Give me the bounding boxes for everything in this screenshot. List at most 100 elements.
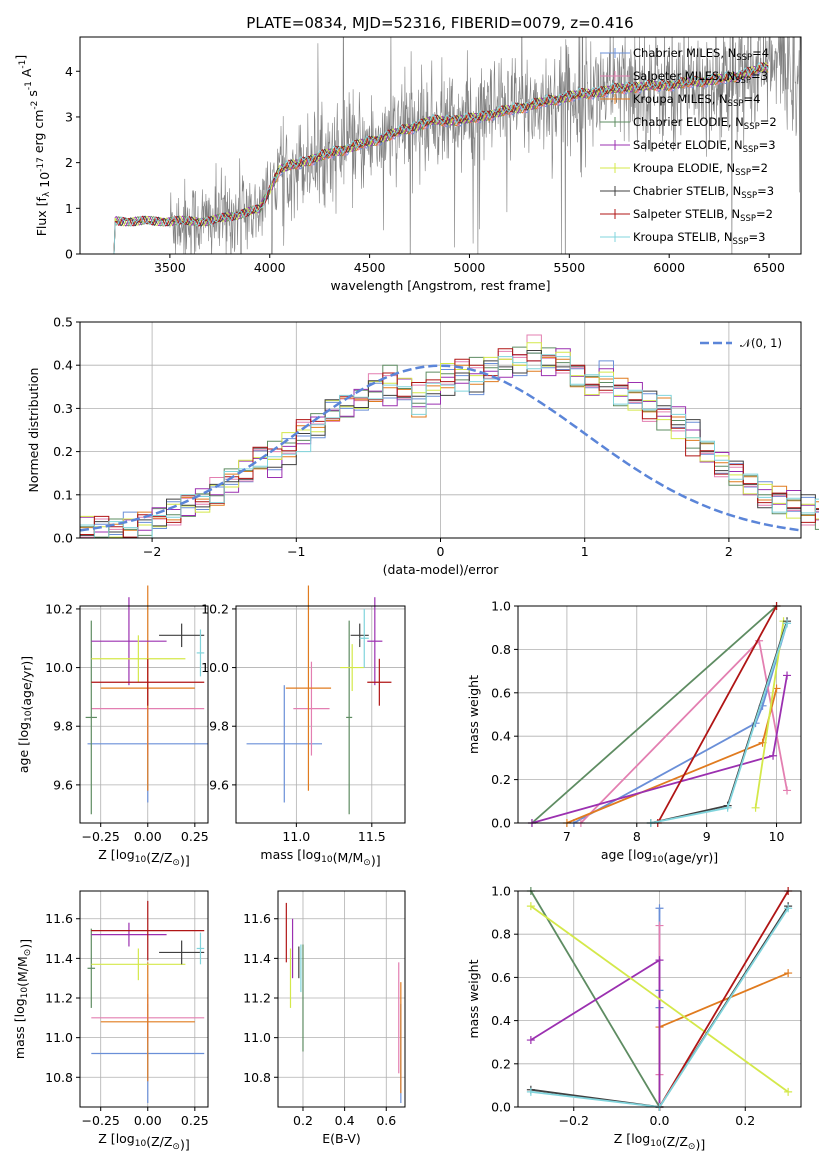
mass-weight-point bbox=[783, 619, 792, 628]
age-vs-Z-ytick-label: 10.2 bbox=[45, 601, 73, 616]
mass-vs-ebv-frame bbox=[277, 890, 406, 1108]
residuals-ytick-label: 0.4 bbox=[53, 358, 73, 373]
mass-vs-ebv-ytick-label: 10.8 bbox=[243, 1070, 271, 1085]
spectrum-data-line bbox=[169, 37, 801, 254]
legend-entry: Chabrier MILES, NSSP=4 bbox=[633, 46, 769, 63]
mass-weight-point bbox=[655, 921, 664, 930]
spectrum-xtick-label: 3500 bbox=[154, 260, 186, 275]
panels: 3500 4000 4500 5000 5500 6000 6500 0 1 2 3 4 wavelen… bbox=[12, 36, 819, 1152]
mass-weight-point bbox=[526, 902, 535, 911]
legend-entry: Salpeter ELODIE, NSSP=3 bbox=[633, 138, 776, 155]
mass-weight-line bbox=[658, 890, 789, 1108]
mass-weight-vs-Z-ytick-label: 0.4 bbox=[491, 1013, 511, 1028]
mass-weight-vs-Z-ytick-label: 1.0 bbox=[491, 884, 511, 899]
residuals-xtick-label: −2 bbox=[143, 544, 161, 559]
mass-vs-ebv-ytick-label: 11.2 bbox=[243, 991, 271, 1006]
age-vs-mass-xtick-label: 11.0 bbox=[282, 829, 310, 844]
residuals-axes: −2 −1 0 1 2 0.0 0.1 0.2 0.3 0.4 0.5 bbox=[53, 315, 801, 559]
mass-vs-Z-xtick-label: −0.25 bbox=[82, 1113, 120, 1128]
spectrum-xtick-label: 6000 bbox=[653, 260, 685, 275]
mass-vs-ebv-xtick-label: 0.2 bbox=[293, 1113, 313, 1128]
residuals-ytick-label: 0.5 bbox=[53, 315, 73, 330]
mass-vs-Z-xtick-label: 0.25 bbox=[181, 1113, 209, 1128]
age-vs-Z-axes: −0.25 0.00 0.25 9.6 9.8 10.0 10.2 bbox=[45, 601, 209, 844]
age-vs-mass-frame bbox=[235, 605, 406, 824]
residual-histogram bbox=[79, 342, 819, 538]
mass-weight-vs-age-ytick-label: 0.6 bbox=[491, 685, 511, 700]
age-vs-Z-ytick-label: 10.0 bbox=[45, 660, 73, 675]
mass-vs-ebv-ytick-label: 11.4 bbox=[243, 951, 271, 966]
mass-weight-vs-age-ytick-label: 0.2 bbox=[491, 772, 511, 787]
mass-weight-line bbox=[580, 638, 788, 824]
mass-weight-line bbox=[650, 620, 788, 824]
spectrum-ytick-label: 2 bbox=[65, 155, 73, 170]
mass-vs-Z-ytick-label: 11.2 bbox=[45, 991, 73, 1006]
mass-weight-line bbox=[530, 905, 789, 1093]
residuals-xlabel: (data-model)/error bbox=[383, 562, 500, 577]
residuals-frame bbox=[79, 321, 802, 539]
mass-vs-ebv-xlabel: E(B-V) bbox=[322, 1131, 361, 1146]
legend-entry: Chabrier STELIB, NSSP=3 bbox=[633, 184, 774, 201]
mass-weight-line bbox=[650, 623, 788, 824]
age-vs-Z-xtick-label: 0.00 bbox=[134, 829, 162, 844]
mass-weight-vs-age-xtick-label: 9 bbox=[703, 829, 711, 844]
mass-weight-line bbox=[754, 621, 785, 808]
mass-weight-vs-age-ytick-label: 0.4 bbox=[491, 729, 511, 744]
age-vs-mass-ytick-label: 10.0 bbox=[201, 660, 229, 675]
mass-weight-point bbox=[751, 803, 760, 812]
mass-vs-ebv-ytick-label: 11.0 bbox=[243, 1030, 271, 1045]
mass-weight-line bbox=[531, 605, 778, 824]
mass-weight-vs-age-xtick-label: 7 bbox=[563, 829, 571, 844]
spectrum-model-line bbox=[113, 62, 769, 254]
residuals-xtick-label: 2 bbox=[725, 544, 733, 559]
residuals-ytick-label: 0.3 bbox=[53, 401, 73, 416]
mass-vs-Z-ytick-label: 11.4 bbox=[45, 951, 73, 966]
mass-weight-point bbox=[783, 786, 792, 795]
spectrum-xtick-label: 6500 bbox=[753, 260, 785, 275]
mass-weight-point bbox=[784, 1087, 793, 1096]
mass-weight-vs-Z-ytick-label: 0.8 bbox=[491, 927, 511, 942]
residuals-ylabel: Normed distribution bbox=[26, 368, 41, 493]
mass-weight-line bbox=[658, 972, 789, 1107]
age-vs-mass-ytick-label: 9.6 bbox=[209, 777, 229, 792]
legend-entry: Kroupa MILES, NSSP=4 bbox=[633, 92, 760, 109]
mass-weight-point bbox=[784, 969, 793, 978]
age-vs-Z-plot bbox=[85, 585, 208, 815]
age-vs-Z-ytick-label: 9.8 bbox=[53, 719, 73, 734]
age-vs-Z-ytick-label: 9.6 bbox=[53, 777, 73, 792]
age-vs-Z-xtick-label: −0.25 bbox=[82, 829, 120, 844]
mass-weight-vs-Z-xtick-label: 0.0 bbox=[650, 1113, 670, 1128]
spectrum-ylabel: Flux [fλ 10-17 erg cm-2 s-1 A-1] bbox=[13, 55, 52, 237]
legend-entry: Kroupa ELODIE, NSSP=2 bbox=[633, 161, 768, 178]
figure-title: PLATE=0834, MJD=52316, FIBERID=0079, z=0… bbox=[246, 14, 633, 32]
spectrum-xlabel: wavelength [Angstrom, rest frame] bbox=[330, 278, 550, 293]
mass-vs-Z-ytick-label: 10.8 bbox=[45, 1070, 73, 1085]
residual-histogram bbox=[80, 352, 819, 539]
mass-weight-point bbox=[655, 956, 664, 965]
age-vs-mass-ytick-label: 9.8 bbox=[209, 719, 229, 734]
spectrum-ytick-label: 3 bbox=[65, 109, 73, 124]
mass-weight-vs-age-plot bbox=[527, 602, 792, 827]
gaussian-curve bbox=[79, 364, 802, 532]
age-vs-Z-xtick-label: 0.25 bbox=[181, 829, 209, 844]
mass-weight-point bbox=[783, 671, 792, 680]
residuals-legend: 𝒩(0, 1) bbox=[700, 336, 782, 350]
mass-weight-vs-age-ylabel: mass weight bbox=[466, 675, 481, 754]
mass-weight-point bbox=[526, 1036, 535, 1045]
mass-vs-ebv-ytick-label: 11.6 bbox=[243, 911, 271, 926]
age-vs-Z-frame bbox=[79, 605, 209, 824]
mass-vs-Z-ytick-label: 11.0 bbox=[45, 1030, 73, 1045]
residuals-ytick-label: 0.2 bbox=[53, 444, 73, 459]
residual-histogram bbox=[79, 354, 819, 539]
mass-vs-ebv-xtick-label: 0.6 bbox=[376, 1113, 396, 1128]
residuals-xtick-label: −1 bbox=[287, 544, 305, 559]
spectrum-model-line bbox=[113, 62, 769, 254]
spectrum-ytick-label: 0 bbox=[65, 247, 73, 262]
spectrum-legend: Chabrier MILES, NSSP=4 Salpeter MILES, NS… bbox=[600, 46, 777, 247]
mass-weight-vs-age-xlabel: age [log10(age/yr)] bbox=[601, 847, 718, 865]
mass-vs-Z-axes: −0.25 0.00 0.25 10.8 11.0 11.2 11.4 11.6 bbox=[45, 891, 209, 1128]
mass-weight-line bbox=[530, 958, 661, 1107]
mass-weight-line bbox=[573, 623, 788, 824]
mass-weight-vs-age-axes: 7 8 9 10 0.0 0.2 0.4 0.6 0.8 1.0 bbox=[491, 599, 801, 844]
mass-weight-vs-Z-ytick-label: 0.2 bbox=[491, 1056, 511, 1071]
